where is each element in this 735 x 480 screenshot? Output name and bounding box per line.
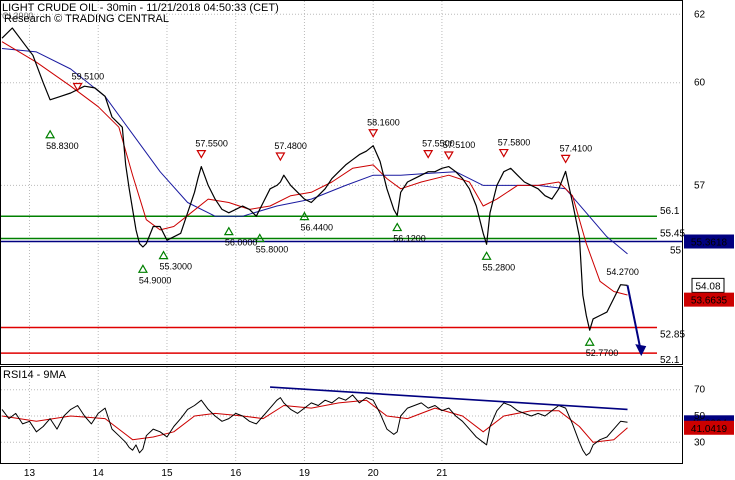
rsi-tick-label: 70 [694, 385, 706, 396]
swing-low-label: 55.3000 [160, 262, 193, 272]
rsi-panel-frame [0, 366, 683, 464]
swing-high-marker [196, 149, 207, 159]
chart-subtitle: Research © TRADING CENTRAL [4, 13, 169, 25]
swing-high-marker [275, 152, 286, 162]
level-label: 52.85 [660, 329, 685, 340]
swing-labels: 59.5100 58.8300 54.9000 55.3000 57.5500 56.00… [46, 72, 639, 359]
level-label: 55.45 [660, 228, 685, 239]
swing-low-label: 55.2800 [483, 262, 516, 272]
level-value-label: 55.3618 [691, 237, 728, 248]
swing-low-marker [481, 251, 492, 260]
rsi-ma-line [1, 399, 628, 443]
rsi-tick-label: 50 [694, 411, 706, 422]
symbol-label: CL3900 [2, 11, 34, 21]
swing-high-label: 58.1600 [367, 118, 400, 128]
swing-low-marker [392, 222, 403, 232]
swing-low-label: 58.8300 [46, 141, 79, 151]
swing-high-marker [443, 151, 454, 161]
y-tick-label: 60 [694, 78, 706, 89]
level-label: 56.1 [660, 206, 680, 217]
price-line [1, 27, 628, 331]
ma-fast-line [1, 41, 628, 296]
swing-high-label: 57.5800 [498, 138, 531, 148]
y-tick-label: 62 [694, 9, 706, 20]
swing-markers [45, 82, 595, 346]
series-lines [1, 27, 647, 456]
x-tick-label: 21 [436, 468, 448, 479]
swing-high-label: 57.5100 [443, 140, 476, 150]
swing-low-label: 56.4400 [300, 223, 333, 233]
forecast-arrowhead [635, 344, 647, 357]
swing-low-marker [223, 226, 234, 236]
last-price-label: 54.08 [695, 281, 720, 292]
y-tick-label: 57 [694, 180, 706, 191]
swing-high-label: 57.5500 [195, 139, 228, 149]
chart-title: LIGHT CRUDE OIL - 30min - 11/21/2018 04:… [2, 2, 279, 14]
horizontal-levels: 56.1 55.45 55.3618 55 52.85 52.1 54.08 53.6635 4… [1, 206, 734, 435]
x-tick-label: 16 [230, 468, 242, 479]
rsi-trendline [270, 386, 628, 411]
forecast-arrow-line [626, 285, 643, 354]
price-note-label: 54.2700 [606, 267, 639, 277]
swing-high-marker [560, 154, 571, 164]
swing-high-label: 57.5500 [422, 139, 455, 149]
x-tick-label: 15 [161, 468, 173, 479]
price-panel-frame [0, 0, 683, 365]
swing-low-marker [254, 233, 265, 243]
swing-high-marker [423, 149, 434, 159]
x-tick-label: 13 [24, 468, 36, 479]
rsi-ma-value-box [684, 420, 734, 435]
ma-value-label: 53.6635 [691, 296, 728, 307]
ma-slow-line [1, 48, 628, 255]
swing-low-marker [299, 211, 310, 221]
level-value-box [684, 234, 734, 249]
swing-low-marker [137, 264, 148, 273]
last-price-box [691, 277, 725, 293]
level-side-label: 55 [670, 245, 682, 256]
swing-low-label: 56.1200 [393, 234, 426, 244]
level-label: 52.1 [660, 355, 680, 366]
rsi-line [1, 394, 628, 456]
swing-low-marker [45, 129, 56, 139]
swing-high-marker [368, 129, 379, 138]
rsi-title: RSI14 - 9MA [3, 369, 67, 381]
swing-high-label: 59.5100 [72, 72, 105, 82]
rsi-tick-label: 30 [694, 437, 706, 448]
swing-high-label: 57.4100 [560, 143, 593, 153]
swing-low-label: 56.0000 [225, 238, 258, 248]
swing-low-marker [584, 337, 595, 346]
swing-low-label: 54.9000 [139, 275, 172, 285]
swing-high-marker [72, 82, 83, 92]
swing-low-label: 52.7700 [586, 348, 619, 358]
swing-high-marker [498, 148, 509, 158]
x-tick-label: 14 [93, 468, 105, 479]
axes: 13 14 15 16 19 20 21 62 60 57 70 50 30 [24, 9, 706, 479]
swing-low-marker [158, 250, 169, 260]
ma-value-box [684, 292, 734, 307]
rsi-ma-value-label: 41.0419 [691, 424, 728, 435]
grid [1, 1, 682, 463]
x-tick-label: 19 [299, 468, 311, 479]
swing-low-label: 55.8000 [256, 245, 289, 255]
x-tick-label: 20 [368, 468, 380, 479]
swing-high-label: 57.4800 [274, 141, 307, 151]
